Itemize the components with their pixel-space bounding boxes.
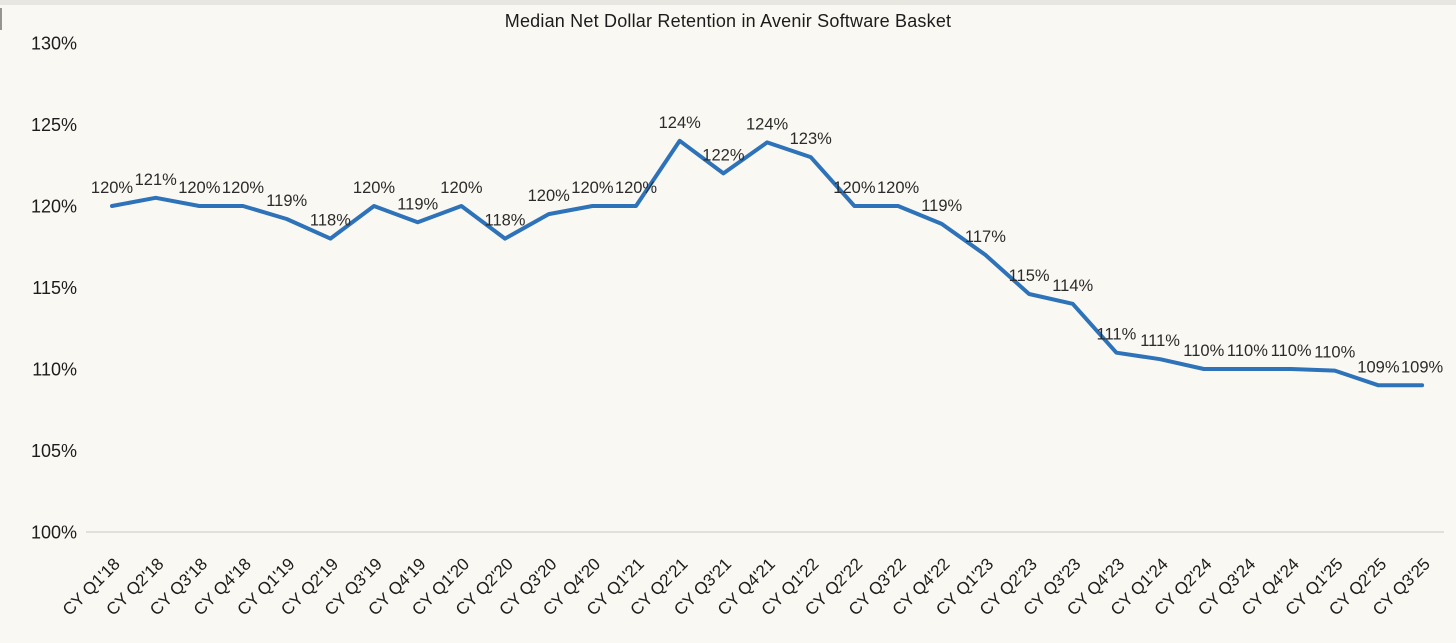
series-line-path [110,138,1425,388]
data-label: 120% [615,179,658,197]
y-tick-label: 125% [31,115,77,135]
data-label: 120% [571,179,614,197]
y-axis-tick-labels: 100% 105% 110% 115% 120% 125% 130% [31,34,77,543]
line-series [110,138,1425,388]
y-tick-label: 110% [32,360,77,380]
data-label: 120% [222,179,265,197]
data-label: 119% [397,195,438,213]
data-label: 120% [833,179,876,197]
data-label: 124% [659,114,702,132]
data-label: 119% [266,192,307,210]
data-label: 120% [353,179,396,197]
data-label: 110% [1183,342,1224,360]
data-label: 119% [921,197,962,215]
data-label: 109% [1401,358,1444,376]
data-label: 120% [178,179,221,197]
data-label: 110% [1271,342,1312,360]
data-label: 120% [440,179,483,197]
screen-edge-artifact [0,8,2,30]
data-label: 120% [91,179,134,197]
data-label: 109% [1357,358,1400,376]
data-label: 117% [965,228,1006,246]
data-label: 110% [1227,342,1268,360]
chart-title: Median Net Dollar Retention in Avenir So… [504,11,952,31]
y-tick-label: 130% [31,34,77,54]
data-label: 110% [1314,344,1355,362]
data-label: 111% [1140,332,1180,350]
data-point-labels: 120% 121% 120% 120%119%118%120%119%120%118%… [91,114,1444,376]
data-label: 120% [528,187,571,205]
data-label: 114% [1052,277,1093,295]
data-label: 120% [877,179,920,197]
data-label: 118% [310,212,351,230]
data-label: 111% [1097,326,1137,344]
data-label: 123% [790,130,833,148]
y-tick-label: 115% [32,278,77,298]
data-label: 121% [135,171,178,189]
window-top-edge [0,0,1456,5]
y-tick-label: 105% [31,441,77,461]
data-label: 115% [1009,267,1050,285]
data-label: 124% [746,115,789,133]
data-label: 118% [485,212,526,230]
data-label: 122% [702,146,745,164]
y-tick-label: 100% [31,523,77,543]
y-tick-label: 120% [31,197,77,217]
